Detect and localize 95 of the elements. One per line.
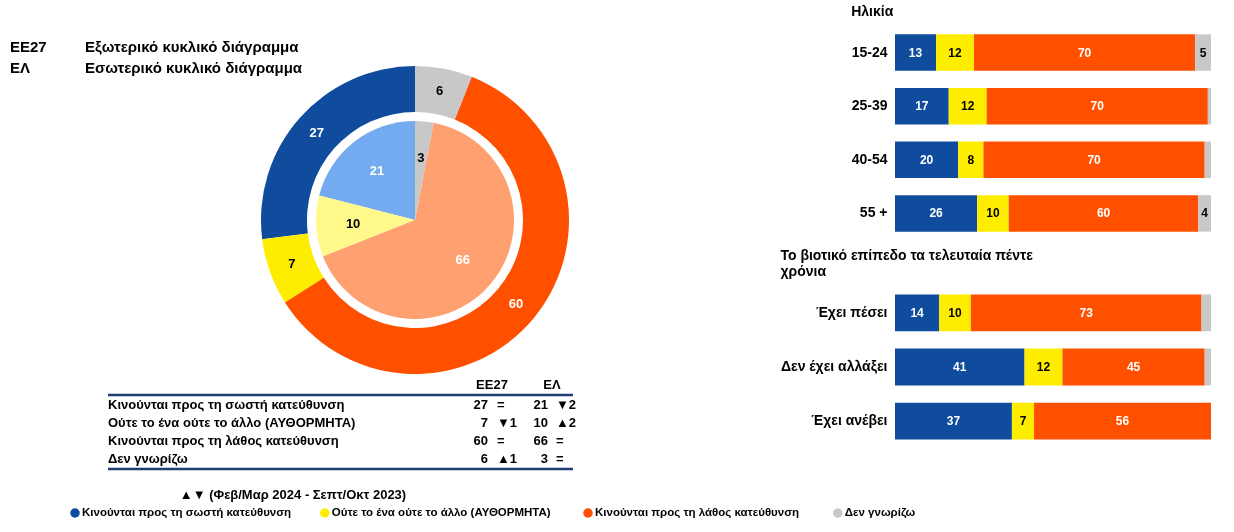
category-label: Κινούνται προς τη λάθος κατεύθυνση xyxy=(108,433,339,448)
y-tick-label: Δεν έχει αλλάξει xyxy=(780,358,888,374)
data-label: 4 xyxy=(1201,206,1209,221)
data-label: 70 xyxy=(1077,45,1092,60)
data-label: 70 xyxy=(1090,99,1105,114)
y-tick-label: 40-54 xyxy=(851,150,888,167)
bar xyxy=(895,348,1025,386)
legend-label: Κινούνται προς τη σωστή κατεύθυνση xyxy=(82,506,292,519)
chart-title: Ηλικία xyxy=(851,3,894,19)
data-label: 10 xyxy=(345,215,361,231)
data-label: 7 xyxy=(288,256,296,272)
bar xyxy=(936,34,974,71)
chart-title: Το βιοτικό επίπεδο τα τελευταία πέντε χρόνια xyxy=(780,247,1034,279)
data-label: 41 xyxy=(953,360,967,374)
bar xyxy=(1201,294,1211,332)
legend-label: Δεν γνωρίζω xyxy=(844,506,916,519)
data-label: 8 xyxy=(967,152,975,167)
bar xyxy=(977,195,1009,232)
bar xyxy=(970,294,1202,332)
data-label: ▲1 xyxy=(497,451,518,466)
text: ▲▼ (Φεβ/Μαρ 2024 - Σεπτ/Οκτ 2023) xyxy=(179,487,407,502)
data-label: 7 xyxy=(1019,414,1027,429)
bar xyxy=(986,87,1208,125)
category-label: Ούτε το ένα ούτε το άλλο (ΑΥΘΟΡΜΗΤΑ) xyxy=(108,415,356,430)
data-label: 60 xyxy=(1096,206,1111,221)
bar xyxy=(1062,348,1205,386)
legend-label: Ούτε το ένα ούτε το άλλο (ΑΥΘΟΡΜΗΤΑ) xyxy=(331,506,551,518)
bar xyxy=(895,141,959,179)
bar xyxy=(974,34,1196,71)
bar xyxy=(1204,348,1211,386)
bar xyxy=(939,294,971,332)
bar xyxy=(1008,195,1199,232)
data-label: 20 xyxy=(919,152,934,167)
data-label: 27 xyxy=(309,125,324,141)
category-label: Δεν γνωρίζω xyxy=(108,451,188,466)
legend-label: Κινούνται προς τη λάθος κατεύθυνση xyxy=(595,506,800,519)
data-label: 12 xyxy=(961,99,975,114)
bar xyxy=(895,87,949,125)
bar xyxy=(1195,34,1211,71)
data-label: 10 xyxy=(948,305,963,320)
data-label: 21 xyxy=(369,163,385,179)
data-label: 13 xyxy=(908,45,923,60)
data-label: 17 xyxy=(915,99,929,114)
bar xyxy=(1204,141,1211,179)
data-label: 60 xyxy=(473,433,488,448)
data-label: 6 xyxy=(435,83,444,99)
data-label: = xyxy=(497,397,505,412)
y-tick-label: 15-24 xyxy=(851,43,888,60)
data-label: 14 xyxy=(910,305,925,320)
data-label: 73 xyxy=(1079,305,1094,320)
data-label: 70 xyxy=(1087,152,1102,167)
data-label: ▼2 xyxy=(556,397,577,412)
data-label: 10 xyxy=(986,206,1000,221)
category-label: Κινούνται προς τη σωστή κατεύθυνση xyxy=(108,397,345,412)
text: ΕΕ27 xyxy=(476,377,508,392)
bar xyxy=(1011,402,1035,440)
bar xyxy=(1198,195,1211,232)
text: ΕΕ27 Εξωτερικό κυκλικό διάγραμμα xyxy=(10,38,299,55)
bar xyxy=(895,402,1012,440)
bar xyxy=(1207,87,1211,125)
data-label: 3 xyxy=(417,150,425,166)
y-tick-label: Έχει πέσει xyxy=(815,303,888,320)
y-tick-label: 25-39 xyxy=(851,97,888,114)
y-tick-label: 55 + xyxy=(859,204,888,221)
data-label: 5 xyxy=(1199,45,1207,60)
bar xyxy=(983,141,1205,179)
data-label: = xyxy=(497,433,505,448)
data-label: ▼1 xyxy=(497,415,518,430)
data-label: 3 xyxy=(540,451,548,466)
data-label: 26 xyxy=(929,206,944,221)
data-label: 60 xyxy=(508,295,524,311)
bar xyxy=(1034,402,1211,440)
bar xyxy=(895,294,940,332)
bar xyxy=(958,141,984,179)
data-label: 6 xyxy=(480,451,488,466)
y-tick-label: Έχει ανέβει xyxy=(811,412,888,429)
data-label: = xyxy=(556,433,564,448)
text: ΕΛ xyxy=(543,377,561,392)
bar xyxy=(895,34,937,71)
data-label: 21 xyxy=(533,397,548,412)
data-label: 10 xyxy=(533,415,548,430)
data-label: 56 xyxy=(1115,414,1130,429)
data-label: 7 xyxy=(480,415,488,430)
data-label: ▲2 xyxy=(556,415,577,430)
data-label: 37 xyxy=(946,414,961,429)
data-label: 45 xyxy=(1126,360,1141,374)
bar xyxy=(895,195,978,232)
data-label: 66 xyxy=(455,251,471,267)
data-label: 12 xyxy=(948,45,963,60)
bar xyxy=(948,87,987,125)
text: ΕΛ Εσωτερικό κυκλικό διάγραμμα xyxy=(10,59,303,76)
data-label: 27 xyxy=(473,397,488,412)
data-label: = xyxy=(556,451,564,466)
data-label: 12 xyxy=(1036,360,1051,374)
data-label: 66 xyxy=(533,433,548,448)
